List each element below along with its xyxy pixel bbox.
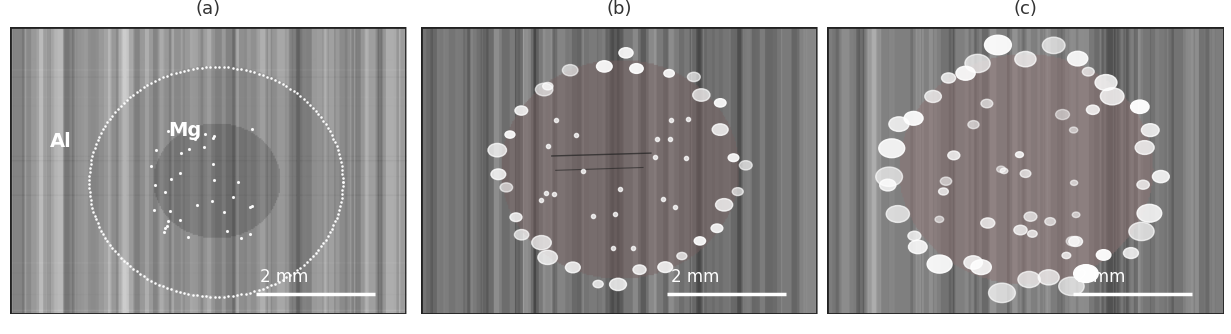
Circle shape bbox=[1070, 127, 1077, 133]
Circle shape bbox=[1135, 141, 1155, 154]
Circle shape bbox=[997, 166, 1006, 172]
Circle shape bbox=[1129, 222, 1155, 240]
Circle shape bbox=[619, 48, 633, 58]
Text: Al: Al bbox=[49, 132, 71, 151]
Circle shape bbox=[630, 64, 644, 73]
Circle shape bbox=[1152, 170, 1169, 183]
Circle shape bbox=[732, 188, 744, 196]
Circle shape bbox=[715, 199, 732, 211]
Circle shape bbox=[1067, 51, 1088, 66]
Circle shape bbox=[487, 143, 506, 157]
Circle shape bbox=[1059, 277, 1085, 296]
Text: (a): (a) bbox=[196, 0, 220, 18]
Circle shape bbox=[535, 83, 553, 96]
Circle shape bbox=[1096, 74, 1117, 91]
Circle shape bbox=[510, 213, 522, 221]
Circle shape bbox=[1141, 124, 1160, 137]
Circle shape bbox=[927, 255, 952, 273]
Circle shape bbox=[981, 218, 995, 228]
Circle shape bbox=[712, 224, 723, 232]
Circle shape bbox=[1082, 67, 1094, 76]
Circle shape bbox=[500, 183, 512, 192]
Circle shape bbox=[713, 124, 729, 135]
Circle shape bbox=[1016, 152, 1023, 158]
Circle shape bbox=[593, 280, 603, 288]
Circle shape bbox=[1066, 236, 1080, 246]
Circle shape bbox=[1097, 249, 1110, 260]
Circle shape bbox=[880, 179, 896, 191]
Circle shape bbox=[714, 99, 726, 107]
Circle shape bbox=[971, 260, 991, 275]
Circle shape bbox=[515, 229, 529, 240]
Circle shape bbox=[879, 139, 905, 158]
Circle shape bbox=[1018, 272, 1040, 288]
Circle shape bbox=[565, 262, 580, 273]
Circle shape bbox=[693, 89, 710, 101]
Text: 2 mm: 2 mm bbox=[260, 268, 308, 286]
Circle shape bbox=[1020, 170, 1030, 177]
Circle shape bbox=[964, 256, 982, 269]
Text: (b): (b) bbox=[607, 0, 632, 18]
Circle shape bbox=[740, 161, 752, 170]
Circle shape bbox=[904, 112, 923, 125]
Circle shape bbox=[532, 235, 551, 250]
Circle shape bbox=[956, 66, 975, 80]
Text: 2 mm: 2 mm bbox=[671, 268, 719, 286]
Circle shape bbox=[875, 167, 902, 186]
Circle shape bbox=[988, 283, 1016, 303]
Circle shape bbox=[543, 82, 553, 90]
Circle shape bbox=[968, 121, 979, 129]
Circle shape bbox=[563, 64, 579, 76]
Circle shape bbox=[538, 250, 558, 265]
Circle shape bbox=[1014, 51, 1037, 67]
Circle shape bbox=[1055, 110, 1070, 120]
Circle shape bbox=[1045, 218, 1055, 225]
Circle shape bbox=[1137, 180, 1150, 189]
Circle shape bbox=[1130, 100, 1149, 114]
Circle shape bbox=[694, 237, 705, 245]
Circle shape bbox=[1038, 270, 1059, 285]
Circle shape bbox=[1024, 212, 1037, 221]
Circle shape bbox=[889, 117, 908, 132]
Circle shape bbox=[1087, 105, 1099, 115]
Circle shape bbox=[597, 61, 612, 72]
Circle shape bbox=[1014, 225, 1027, 235]
Circle shape bbox=[924, 91, 942, 103]
Circle shape bbox=[1001, 168, 1008, 174]
Circle shape bbox=[1069, 236, 1082, 246]
Circle shape bbox=[942, 73, 955, 83]
Circle shape bbox=[1062, 252, 1071, 259]
Circle shape bbox=[908, 240, 927, 254]
Circle shape bbox=[985, 35, 1012, 55]
Circle shape bbox=[1137, 204, 1162, 222]
Circle shape bbox=[729, 154, 739, 162]
Circle shape bbox=[515, 106, 528, 115]
Circle shape bbox=[677, 253, 687, 260]
Circle shape bbox=[491, 169, 506, 180]
Circle shape bbox=[633, 265, 646, 275]
Circle shape bbox=[1071, 180, 1077, 185]
Circle shape bbox=[1101, 88, 1124, 105]
Circle shape bbox=[908, 231, 921, 240]
Circle shape bbox=[948, 151, 960, 160]
Circle shape bbox=[1072, 212, 1080, 217]
Circle shape bbox=[687, 72, 700, 81]
Circle shape bbox=[965, 54, 990, 72]
Circle shape bbox=[981, 99, 992, 108]
Circle shape bbox=[505, 131, 515, 138]
Circle shape bbox=[936, 216, 944, 222]
Text: 2 mm: 2 mm bbox=[1077, 268, 1125, 286]
Circle shape bbox=[664, 69, 675, 77]
Circle shape bbox=[657, 262, 672, 273]
Circle shape bbox=[1043, 37, 1065, 54]
Circle shape bbox=[1073, 265, 1098, 283]
Circle shape bbox=[1028, 230, 1038, 237]
Text: (c): (c) bbox=[1013, 0, 1038, 18]
Circle shape bbox=[886, 205, 910, 222]
Circle shape bbox=[938, 188, 948, 195]
Circle shape bbox=[1124, 247, 1139, 259]
Text: Mg: Mg bbox=[169, 121, 202, 140]
Circle shape bbox=[609, 278, 627, 291]
Circle shape bbox=[940, 177, 952, 185]
